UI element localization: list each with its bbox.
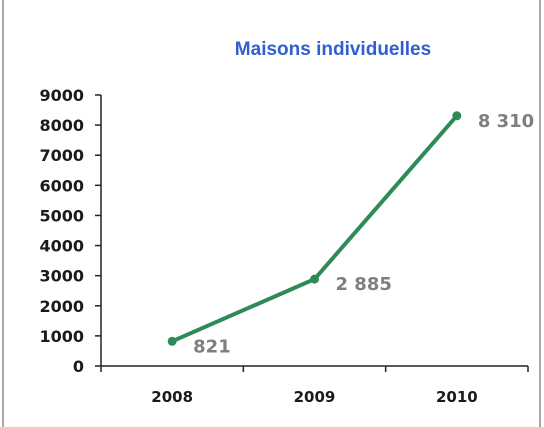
y-tick-label: 0	[73, 357, 84, 376]
y-tick-label: 3000	[39, 267, 84, 286]
data-label: 821	[193, 336, 231, 357]
y-tick-label: 7000	[39, 146, 84, 165]
y-tick-label: 1000	[39, 327, 84, 346]
y-tick-label: 4000	[39, 237, 84, 256]
chart-title: Maisons individuelles	[235, 39, 431, 60]
series-group	[167, 111, 462, 346]
data-label: 8 310	[478, 111, 534, 132]
x-axis-ticks: 2008 2009 2010	[100, 366, 529, 406]
data-point	[167, 336, 177, 346]
y-tick-label: 8000	[39, 116, 84, 135]
data-labels: 821 2 885 8 310	[193, 111, 534, 358]
data-point	[452, 111, 462, 121]
data-point	[310, 274, 319, 284]
y-axis-ticks: 0 1000 2000 3000 4000 5000 6000 7000 8000 9000	[39, 86, 101, 376]
x-tick-label: 2008	[151, 388, 193, 406]
x-tick-label: 2009	[294, 388, 336, 406]
y-tick-label: 6000	[39, 176, 84, 195]
series-line	[171, 114, 459, 344]
data-label: 2 885	[336, 274, 392, 295]
y-tick-label: 2000	[39, 297, 84, 316]
y-tick-label: 9000	[39, 86, 84, 105]
y-tick-label: 5000	[39, 206, 84, 225]
x-tick-label: 2010	[436, 388, 478, 406]
